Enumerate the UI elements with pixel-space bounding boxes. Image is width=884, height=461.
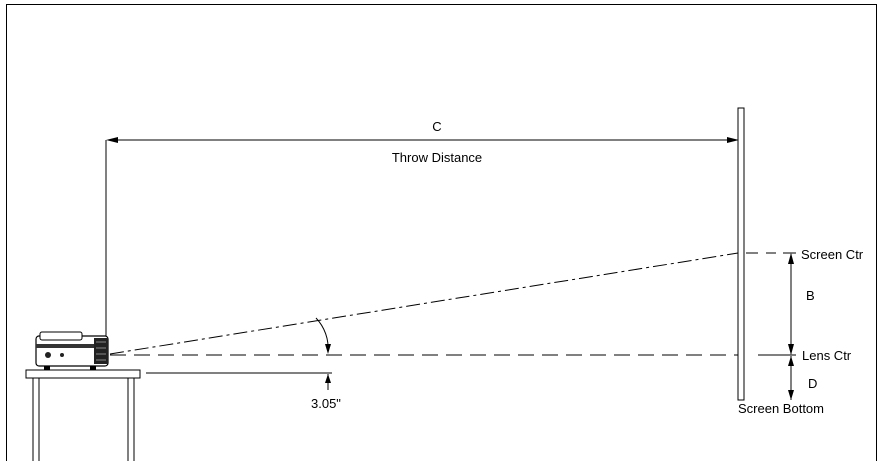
vertical-dimensions — [746, 252, 796, 400]
lens-center-label: Lens Ctr — [802, 348, 852, 363]
screen-center-label: Screen Ctr — [801, 247, 864, 262]
beam-centerline — [109, 252, 739, 355]
diagram-border — [6, 4, 877, 461]
dimension-b-label: B — [806, 288, 815, 303]
table — [25, 369, 141, 461]
projector-icon — [35, 331, 109, 370]
dimension-c-label: C — [432, 119, 441, 134]
lens-offset-dimension — [146, 372, 332, 390]
dimension-d-label: D — [808, 376, 817, 391]
throw-distance-dimension — [105, 137, 739, 336]
screen-bottom-label: Screen Bottom — [738, 401, 824, 416]
lens-offset-label: 3.05" — [311, 396, 341, 411]
throw-distance-label: Throw Distance — [392, 150, 482, 165]
projection-screen — [737, 107, 745, 401]
